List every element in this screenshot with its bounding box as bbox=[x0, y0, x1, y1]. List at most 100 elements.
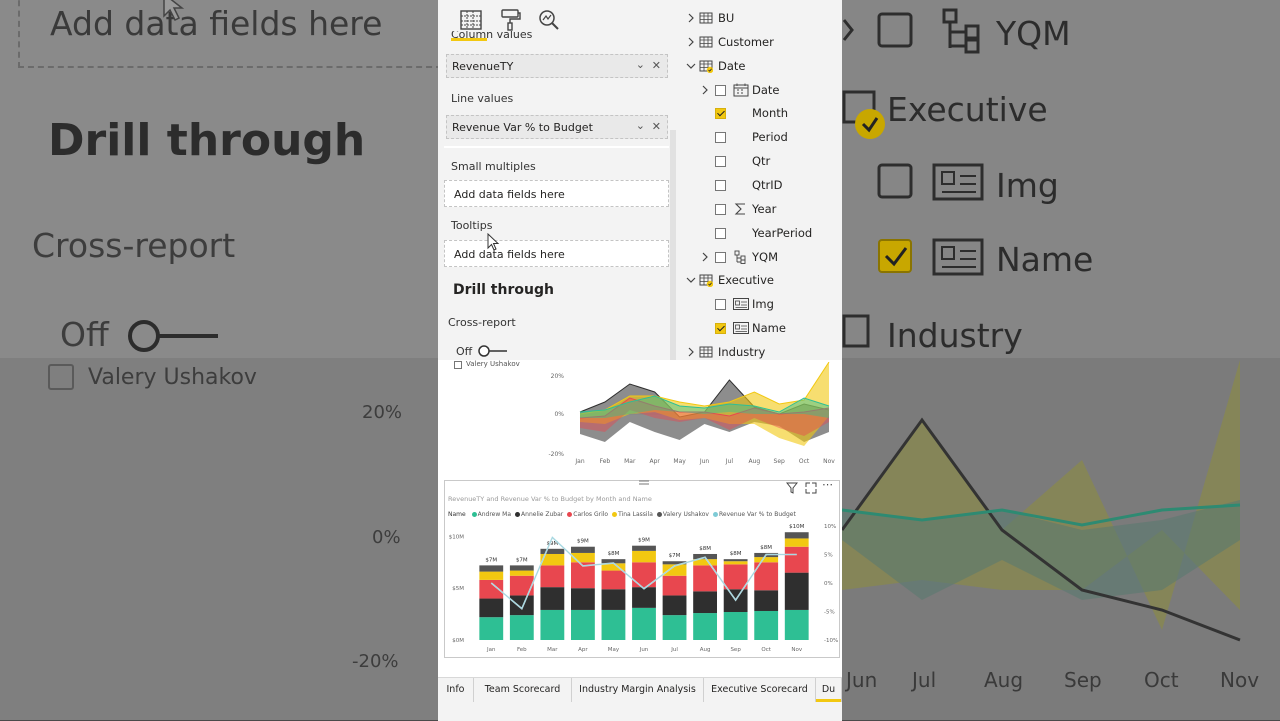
field-checkbox[interactable] bbox=[715, 299, 726, 311]
field-tree-item-qtrid[interactable]: QtrID bbox=[752, 177, 783, 192]
bar-segment[interactable] bbox=[784, 609, 809, 640]
bar-segment[interactable] bbox=[754, 562, 779, 591]
more-options-icon[interactable]: ⋯ bbox=[822, 478, 833, 491]
bar-segment[interactable] bbox=[601, 589, 626, 610]
bar-segment[interactable] bbox=[509, 595, 534, 616]
legend-item[interactable]: Andrew Ma bbox=[471, 511, 511, 518]
legend-item[interactable]: Tina Lassila bbox=[612, 511, 653, 518]
page-tab[interactable]: Industry Margin Analysis bbox=[572, 678, 704, 702]
bar-segment[interactable] bbox=[784, 546, 809, 573]
field-checkbox[interactable] bbox=[715, 132, 726, 144]
field-tree-item-img[interactable]: Img bbox=[752, 297, 774, 312]
format-paintbrush-icon[interactable] bbox=[499, 8, 523, 32]
remove-field-icon[interactable]: ✕ bbox=[651, 120, 661, 133]
cross-report-toggle[interactable] bbox=[475, 344, 509, 358]
field-tree-item-date[interactable]: Date bbox=[752, 82, 780, 97]
bar-segment[interactable] bbox=[784, 532, 809, 539]
field-checkbox[interactable] bbox=[715, 227, 726, 239]
field-checkbox[interactable] bbox=[715, 203, 726, 215]
legend-item[interactable]: Annelie Zubar bbox=[515, 511, 563, 518]
bar-segment[interactable] bbox=[479, 598, 504, 618]
bar-segment[interactable] bbox=[601, 609, 626, 640]
bar-segment[interactable] bbox=[570, 588, 595, 610]
bar-segment[interactable] bbox=[540, 587, 565, 610]
bar-segment[interactable] bbox=[601, 570, 626, 590]
bar-segment[interactable] bbox=[784, 538, 809, 547]
bar-segment[interactable] bbox=[570, 562, 595, 589]
bar-segment[interactable] bbox=[723, 561, 748, 565]
slicer-checkbox[interactable] bbox=[454, 361, 462, 369]
bar-segment[interactable] bbox=[754, 557, 779, 563]
bar-segment[interactable] bbox=[693, 613, 718, 640]
bar-segment[interactable] bbox=[540, 565, 565, 588]
chevron-down-icon[interactable]: ⌄ bbox=[635, 58, 645, 71]
bar-segment[interactable] bbox=[632, 550, 656, 563]
bar-segment[interactable] bbox=[509, 570, 534, 576]
collapse-chevron-icon[interactable] bbox=[686, 61, 696, 71]
bar-segment[interactable] bbox=[570, 552, 595, 563]
field-tree-item-month[interactable]: Month bbox=[752, 106, 789, 121]
column-values-well[interactable]: RevenueTY ⌄ ✕ bbox=[446, 54, 668, 78]
bar-segment[interactable] bbox=[601, 563, 626, 571]
legend-item[interactable]: Revenue Var % to Budget bbox=[712, 511, 796, 518]
remove-field-icon[interactable]: ✕ bbox=[651, 59, 661, 72]
build-visual-icon[interactable] bbox=[459, 8, 483, 32]
field-tree-item-date[interactable]: Date bbox=[718, 58, 746, 73]
focus-mode-icon[interactable] bbox=[805, 482, 817, 494]
bar-segment[interactable] bbox=[509, 615, 534, 640]
page-tab[interactable]: Team Scorecard bbox=[474, 678, 572, 702]
page-tab[interactable]: Info bbox=[438, 678, 474, 702]
field-checkbox[interactable] bbox=[715, 251, 726, 263]
field-tree-item-qtr[interactable]: Qtr bbox=[752, 154, 771, 169]
line-values-well[interactable]: Revenue Var % to Budget ⌄ ✕ bbox=[446, 115, 668, 139]
field-tree-item-bu[interactable]: BU bbox=[718, 11, 735, 25]
drag-handle-icon[interactable] bbox=[638, 479, 650, 487]
filter-icon[interactable] bbox=[786, 482, 798, 494]
expand-chevron-icon[interactable] bbox=[686, 13, 696, 23]
expand-chevron-icon[interactable] bbox=[700, 252, 710, 262]
bar-segment[interactable] bbox=[632, 587, 656, 608]
bar-segment[interactable] bbox=[479, 565, 504, 572]
bar-segment[interactable] bbox=[601, 559, 626, 564]
field-checkbox[interactable] bbox=[715, 108, 726, 120]
field-tree-item-period[interactable]: Period bbox=[752, 130, 788, 145]
bar-segment[interactable] bbox=[479, 579, 504, 599]
bar-segment[interactable] bbox=[632, 545, 656, 551]
bar-segment[interactable] bbox=[693, 565, 718, 592]
expand-chevron-icon[interactable] bbox=[686, 37, 696, 47]
field-tree-item-industry[interactable]: Industry bbox=[718, 344, 766, 359]
legend-item[interactable]: Valery Ushakov bbox=[656, 511, 709, 518]
bar-segment[interactable] bbox=[479, 617, 504, 640]
area-chart[interactable]: 20% 0% -20% Jan Feb Mar Apr May Jun Jul Aug Sep Oct N… bbox=[540, 362, 842, 470]
bar-segment[interactable] bbox=[723, 612, 748, 640]
expand-chevron-icon[interactable] bbox=[686, 347, 696, 357]
field-tree-item-executive[interactable]: Executive bbox=[718, 273, 774, 288]
field-tree-item-year[interactable]: Year bbox=[752, 201, 777, 216]
bar-segment[interactable] bbox=[662, 564, 687, 576]
bar-segment[interactable] bbox=[632, 607, 656, 640]
field-tree-item-name[interactable]: Name bbox=[752, 321, 786, 336]
page-tab[interactable]: Executive Scorecard bbox=[704, 678, 816, 702]
bar-segment[interactable] bbox=[509, 575, 534, 596]
bar-segment[interactable] bbox=[662, 595, 687, 616]
bar-segment[interactable] bbox=[540, 548, 565, 554]
bar-segment[interactable] bbox=[723, 559, 748, 562]
chevron-down-icon[interactable]: ⌄ bbox=[635, 119, 645, 132]
field-checkbox[interactable] bbox=[715, 156, 726, 168]
pane-scrollbar[interactable] bbox=[670, 130, 676, 360]
expand-chevron-icon[interactable] bbox=[700, 85, 710, 95]
bar-segment[interactable] bbox=[540, 609, 565, 640]
bar-segment[interactable] bbox=[479, 571, 504, 580]
field-tree-item-yqm[interactable]: YQM bbox=[752, 249, 778, 264]
bar-segment[interactable] bbox=[693, 559, 718, 566]
combo-chart[interactable]: $10M $5M $0M 10% 5% 0% -5% -10% $7M Jan $7M Feb $9M M… bbox=[444, 522, 842, 656]
page-tab[interactable]: Du bbox=[816, 678, 842, 702]
analytics-magnifier-icon[interactable] bbox=[537, 8, 561, 32]
bar-segment[interactable] bbox=[509, 565, 534, 571]
bar-segment[interactable] bbox=[540, 553, 565, 566]
field-tree-item-yearperiod[interactable]: YearPeriod bbox=[752, 225, 813, 240]
bar-segment[interactable] bbox=[693, 591, 718, 614]
bar-segment[interactable] bbox=[570, 546, 595, 553]
small-multiples-well[interactable]: Add data fields here bbox=[444, 180, 669, 207]
bar-segment[interactable] bbox=[662, 575, 687, 596]
